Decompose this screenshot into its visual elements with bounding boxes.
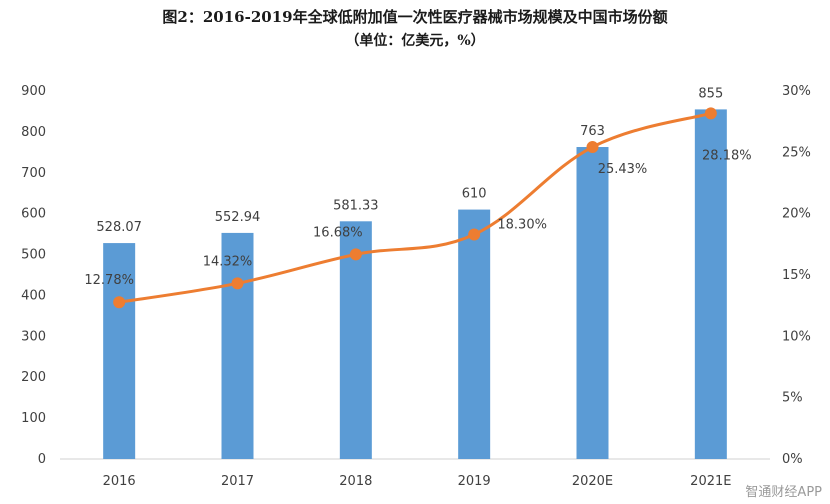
y-right-tick-label: 10%: [782, 329, 811, 344]
bar: [576, 147, 609, 460]
y-left-tick-label: 600: [21, 207, 46, 222]
x-tick-label: 2017: [221, 474, 254, 489]
share-line: [118, 111, 712, 304]
line-point: [586, 141, 599, 154]
y-right-tick-label: 5%: [782, 391, 803, 406]
y-left-tick-label: 400: [21, 288, 46, 303]
y-right-tick-label: 30%: [782, 84, 811, 99]
line-value-label: 12.78%: [84, 273, 134, 288]
bar: [221, 232, 254, 459]
bar: [694, 109, 727, 460]
y-left-tick-label: 700: [21, 166, 46, 181]
line-value-label: 28.18%: [702, 148, 752, 163]
x-tick-label: 2018: [339, 474, 372, 489]
chart-title: 图2：2016-2019年全球低附加值一次性医疗器械市场规模及中国市场份额: [162, 8, 668, 26]
y-right-tick-label: 25%: [782, 145, 811, 160]
y-left-tick-label: 200: [21, 370, 46, 385]
line-point: [349, 248, 362, 261]
bar: [458, 209, 491, 459]
x-tick-label: 2019: [458, 474, 491, 489]
x-tick-label: 2016: [103, 474, 136, 489]
chart-subtitle: （单位：亿美元，%）: [345, 33, 485, 49]
line-value-label: 18.30%: [497, 218, 547, 233]
y-left-tick-label: 0: [38, 452, 46, 467]
x-tick-label: 2021E: [690, 474, 731, 489]
x-tick-label: 2020E: [572, 474, 613, 489]
y-left-tick-label: 900: [21, 84, 46, 99]
bar: [339, 221, 372, 459]
y-left-tick-label: 100: [21, 411, 46, 426]
y-left-tick-label: 500: [21, 248, 46, 263]
bar-value-label: 763: [580, 124, 605, 139]
line-point: [468, 228, 481, 241]
y-left-tick-label: 300: [21, 329, 46, 344]
bar: [103, 243, 136, 459]
line-point: [704, 107, 717, 120]
bar-value-label: 581.33: [333, 198, 379, 213]
bar-value-label: 855: [698, 86, 723, 101]
line-value-label: 25.43%: [598, 162, 648, 177]
y-right-tick-label: 20%: [782, 207, 811, 222]
bar-value-label: 610: [462, 187, 487, 202]
line-value-label: 16.68%: [313, 225, 363, 240]
bar-value-label: 528.07: [96, 220, 142, 235]
y-left-tick-label: 800: [21, 125, 46, 140]
line-value-label: 14.32%: [203, 254, 253, 269]
line-point: [231, 277, 244, 290]
line-point: [113, 296, 126, 309]
y-right-tick-label: 15%: [782, 268, 811, 283]
y-right-tick-label: 0%: [782, 452, 803, 467]
watermark-text: 智通财经APP: [745, 485, 822, 500]
bar-value-label: 552.94: [215, 210, 261, 225]
